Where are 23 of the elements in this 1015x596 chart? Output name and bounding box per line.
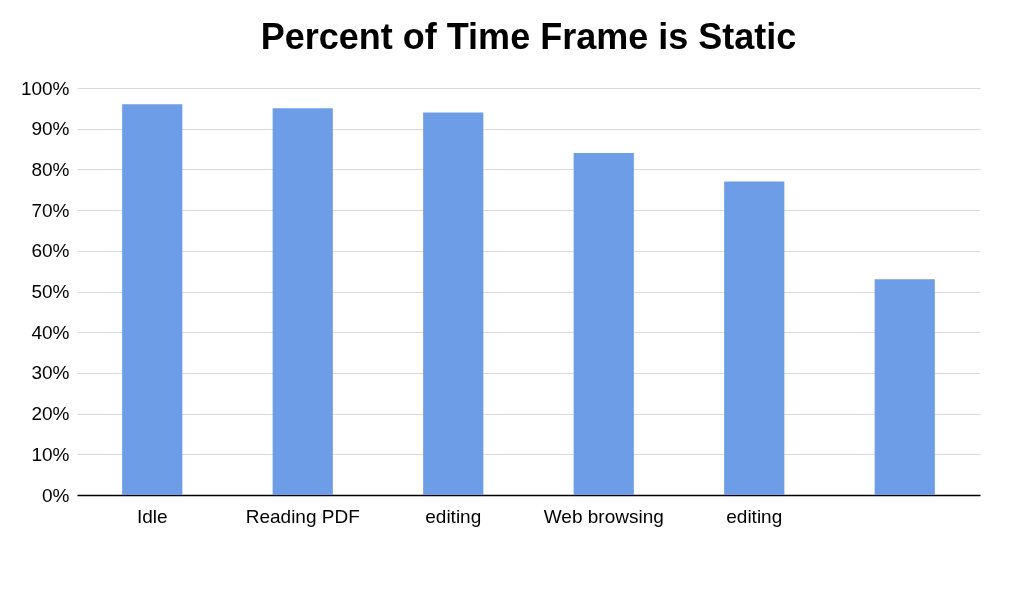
bar: [272, 108, 333, 495]
y-tick-label: 40%: [31, 321, 70, 343]
y-tick-label: 50%: [31, 281, 70, 302]
y-tick-label: 30%: [31, 362, 70, 384]
bar: [423, 112, 484, 495]
y-tick-label: 100%: [20, 77, 70, 99]
y-tick-label: 0%: [42, 484, 70, 506]
chart-title: Percent of Time Frame is Static: [260, 16, 797, 57]
x-tick-label: Reading PDF: [245, 505, 360, 527]
x-tick-label: editing: [726, 505, 783, 527]
x-tick-label: editing: [425, 505, 482, 527]
bar: [122, 104, 183, 495]
y-tick-label: 80%: [31, 158, 70, 180]
bar: [724, 181, 785, 495]
bar: [874, 279, 935, 495]
x-tick-label: Idle: [136, 505, 168, 527]
y-tick-label: 70%: [31, 199, 70, 221]
y-tick-label: 20%: [31, 403, 70, 425]
y-tick-label: 60%: [31, 240, 70, 262]
y-tick-label: 10%: [31, 443, 70, 465]
bar: [573, 153, 634, 495]
y-tick-label: 90%: [31, 118, 70, 140]
x-tick-label: Web browsing: [543, 505, 664, 527]
